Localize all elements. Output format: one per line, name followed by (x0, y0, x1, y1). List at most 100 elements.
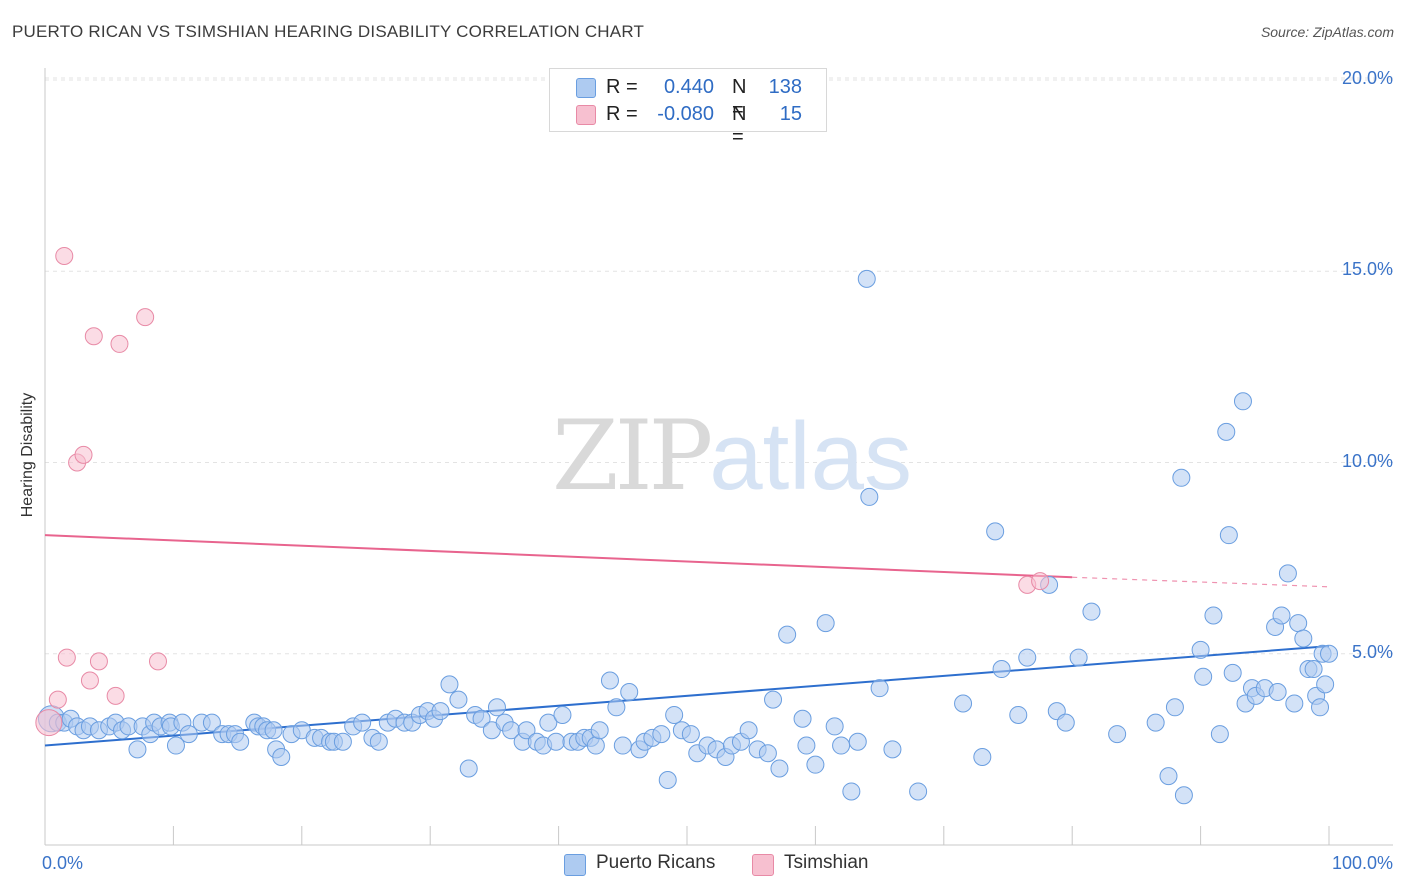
data-point (806, 755, 825, 774)
trend-line-extension (1072, 576, 1330, 588)
data-point (55, 246, 74, 265)
data-point (586, 736, 605, 755)
data-point (106, 686, 125, 705)
data-point (547, 732, 566, 751)
data-point (136, 308, 155, 327)
data-point (202, 713, 221, 732)
series-puerto-ricans (37, 269, 1338, 805)
data-point (1268, 683, 1287, 701)
data-point (739, 721, 758, 740)
data-point (353, 713, 372, 732)
watermark-atlas: atlas (709, 403, 912, 510)
chart-title: PUERTO RICAN VS TSIMSHIAN HEARING DISABI… (12, 22, 645, 41)
data-point (1159, 767, 1178, 786)
data-point (1219, 526, 1238, 545)
data-point (973, 748, 992, 767)
legend-r-value: -0.080 (657, 103, 714, 125)
data-point (333, 732, 352, 751)
y-tick-label: 20.0% (1341, 68, 1393, 88)
data-point (1294, 629, 1313, 648)
data-point (848, 732, 867, 751)
data-point (770, 759, 789, 778)
legend-r-value: 0.440 (663, 76, 714, 98)
data-point (909, 782, 928, 801)
data-point (870, 679, 889, 698)
data-point (1304, 660, 1323, 679)
y-axis-label: Hearing Disability (19, 392, 36, 518)
data-points (35, 246, 1338, 805)
data-point (860, 487, 879, 506)
data-point (793, 709, 812, 728)
data-point (148, 652, 167, 671)
data-point (1082, 602, 1101, 621)
series-tsimshian (35, 246, 1050, 737)
data-point (1223, 663, 1242, 682)
legend-swatch-blue (564, 854, 586, 876)
data-point (110, 334, 129, 353)
data-point (431, 702, 450, 721)
data-point (1146, 713, 1165, 732)
data-point (472, 709, 491, 728)
data-point (57, 648, 76, 667)
data-point (825, 717, 844, 736)
data-point (179, 725, 198, 744)
data-point (487, 698, 506, 717)
legend-swatch-pink (752, 854, 774, 876)
data-point (816, 614, 835, 633)
data-point (1165, 698, 1184, 717)
data-point (842, 782, 861, 801)
legend-n-label: N = (732, 103, 747, 148)
data-point (1194, 667, 1213, 686)
legend-swatch-pink (576, 105, 596, 125)
data-point (681, 725, 700, 744)
data-point (658, 770, 677, 789)
x-tick-label: 100.0% (1331, 853, 1393, 873)
data-point (1009, 705, 1028, 724)
data-point (89, 652, 108, 671)
data-point (1289, 614, 1308, 633)
data-point (665, 705, 684, 724)
data-point (758, 744, 777, 763)
data-point (166, 736, 185, 755)
series-legend: Puerto Ricans Tsimshian (0, 852, 1406, 878)
data-point (954, 694, 973, 713)
data-point (440, 675, 459, 694)
data-point (764, 690, 783, 709)
data-point (857, 269, 876, 288)
data-point (1320, 644, 1338, 663)
data-point (272, 748, 291, 767)
data-point (1018, 648, 1037, 667)
gridlines (45, 77, 1393, 655)
watermark: ZIPatlas (552, 400, 912, 512)
data-point (449, 690, 468, 709)
data-point (128, 740, 147, 759)
data-point (1056, 713, 1075, 732)
data-point (1217, 422, 1236, 441)
trend-lines (44, 534, 1330, 747)
data-point (231, 732, 250, 751)
trend-line (44, 534, 1073, 579)
data-point (613, 736, 632, 755)
data-point (80, 671, 99, 690)
data-point (74, 445, 93, 464)
data-point (607, 698, 626, 717)
data-point (369, 732, 388, 751)
y-tick-label: 10.0% (1341, 450, 1393, 471)
data-point (35, 709, 63, 737)
data-point (883, 740, 902, 759)
data-point (992, 660, 1011, 679)
data-point (1108, 725, 1127, 744)
data-point (1210, 725, 1229, 744)
source-credit: Source: ZipAtlas.com (1260, 24, 1394, 40)
y-tick-label: 15.0% (1341, 259, 1393, 280)
stats-legend: R = 0.440 N = 138 R = -0.080 N = 15 (549, 68, 827, 148)
data-point (600, 671, 619, 690)
legend-n-value: 15 (779, 103, 802, 125)
legend-n-value: 138 (768, 76, 802, 98)
legend-n-label: N = (732, 76, 747, 121)
data-point (517, 721, 536, 740)
data-point (539, 713, 558, 732)
legend-swatch-blue (576, 78, 596, 98)
data-point (1174, 786, 1193, 805)
